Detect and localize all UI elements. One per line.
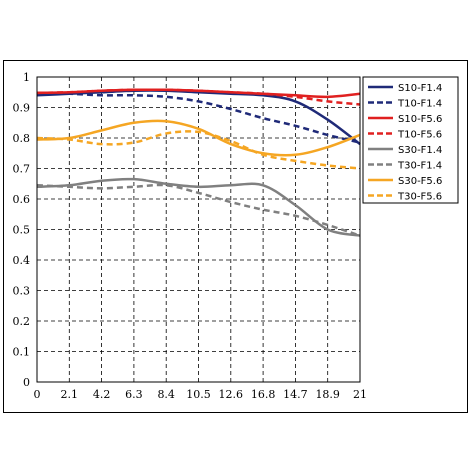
- y-tick-label: 0.6: [13, 193, 31, 206]
- legend-label-t30-f1-4: T30-F1.4: [397, 161, 442, 172]
- legend-box: [362, 76, 459, 204]
- series-line-t10-f5-6: [36, 88, 361, 106]
- series-line-s10-f1-4: [36, 89, 361, 146]
- series-line-s30-f1-4: [36, 177, 361, 237]
- x-tick-label: 2.1: [61, 388, 79, 401]
- y-tick-label: 0.1: [13, 346, 31, 359]
- x-tick-label: 8.4: [157, 388, 175, 401]
- x-tick-label: 18.9: [315, 388, 340, 401]
- legend-label-s10-f5-6: S10-F5.6: [398, 114, 442, 125]
- y-tick-label: 0.2: [13, 315, 31, 328]
- series-line-s30-f5-6: [36, 119, 361, 157]
- y-tick-label: 0.9: [13, 102, 31, 115]
- grid: [37, 77, 360, 382]
- x-tick-label: 10.5: [186, 388, 211, 401]
- y-tick-label: 0.4: [13, 254, 31, 267]
- y-tick-label: 0.3: [13, 285, 31, 298]
- x-tick-label: 6.3: [125, 388, 143, 401]
- legend: S10-F1.4 T10-F1.4 S10-F5.6 T10-F5.6 S30-F1.4…: [362, 76, 459, 204]
- x-tick-label: 14.7: [283, 388, 308, 401]
- y-tick-label: 0: [23, 376, 30, 389]
- y-tick-label: 1: [23, 71, 30, 84]
- tick-labels: 0 2.1 4.2 6.3 8.4 10.5 12.6 16.8 14.7 18.9 2100.10…: [13, 71, 368, 401]
- x-tick-label: 21: [353, 388, 367, 401]
- legend-label-s30-f5-6: S30-F5.6: [398, 176, 442, 187]
- series-lines: [36, 88, 361, 237]
- legend-label-t30-f5-6: T30-F5.6: [397, 192, 442, 203]
- x-tick-label: 0: [34, 388, 41, 401]
- plot-border: [36, 76, 361, 383]
- y-tick-label: 0.8: [13, 132, 31, 145]
- series-line-t10-f1-4: [36, 92, 361, 144]
- legend-label-s10-f1-4: S10-F1.4: [398, 83, 442, 94]
- y-tick-label: 0.7: [13, 163, 31, 176]
- x-tick-label: 16.8: [251, 388, 276, 401]
- x-tick-label: 4.2: [93, 388, 111, 401]
- series-line-t30-f5-6: [36, 130, 361, 170]
- legend-label-t10-f5-6: T10-F5.6: [397, 130, 442, 141]
- series-line-t30-f1-4: [36, 183, 361, 237]
- legend-label-s30-f1-4: S30-F1.4: [398, 145, 442, 156]
- y-tick-label: 0.5: [13, 224, 31, 237]
- x-tick-label: 12.6: [219, 388, 244, 401]
- legend-label-t10-f1-4: T10-F1.4: [397, 99, 442, 110]
